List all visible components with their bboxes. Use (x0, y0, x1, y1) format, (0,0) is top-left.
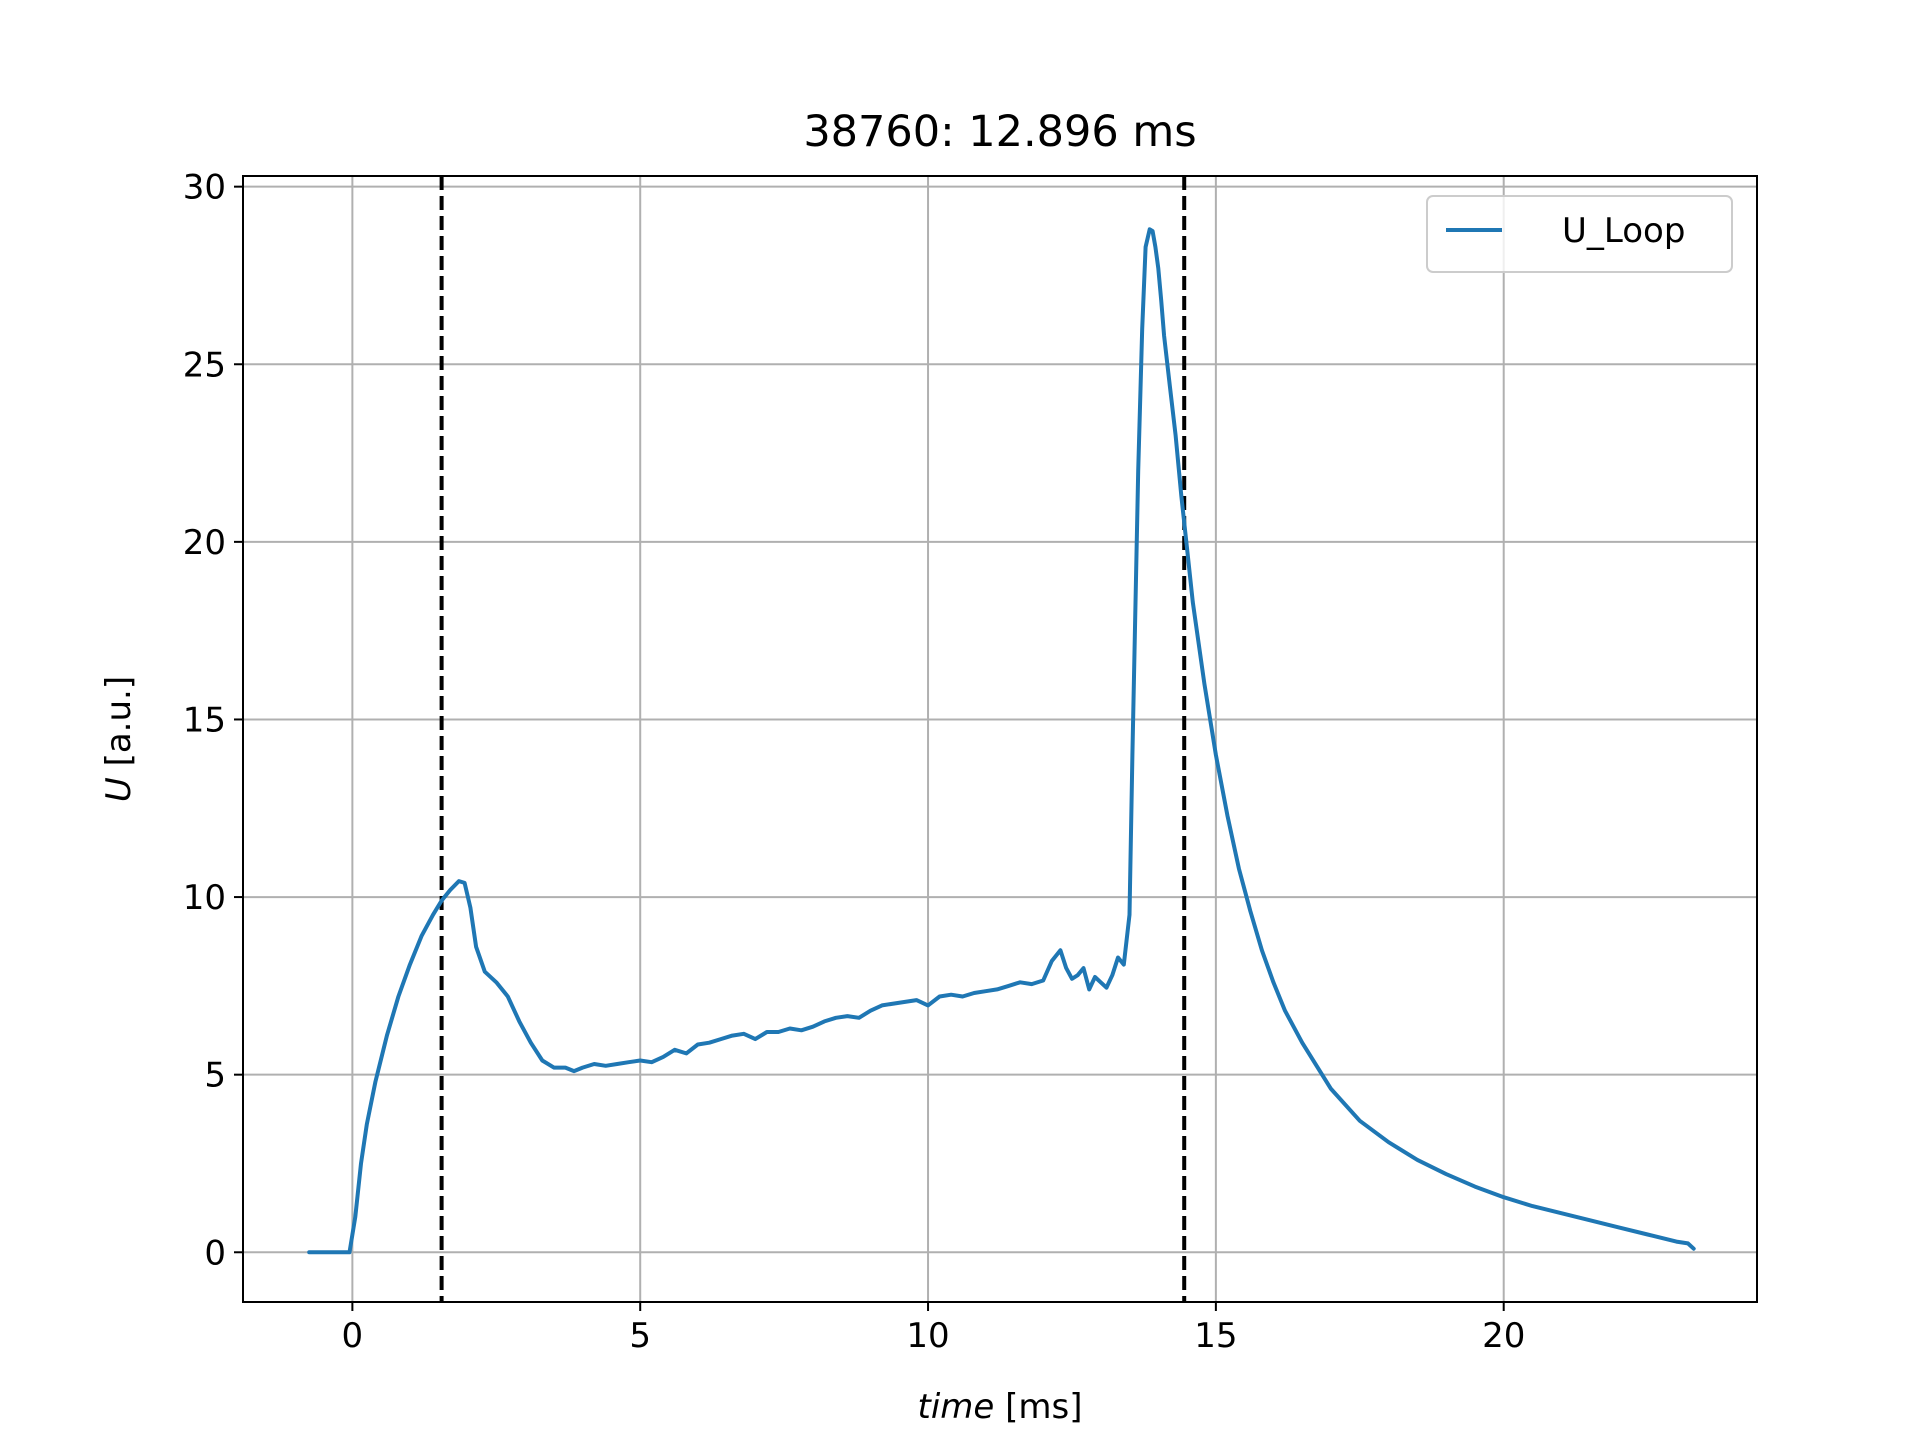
legend-box (1426, 195, 1733, 273)
plot-area (307, 176, 1696, 1302)
x-tick-label-0: 0 (342, 1316, 364, 1356)
y-tick-label-0: 0 (204, 1233, 226, 1273)
x-tick-label-20: 20 (1482, 1316, 1525, 1356)
x-axis-label: time [ms] (918, 1387, 1083, 1427)
legend: U_Loop (1426, 195, 1733, 273)
chart-title: 38760: 12.896 ms (803, 107, 1196, 157)
y-axis-label-unit: [a.u.] (99, 676, 139, 777)
x-tick-label-15: 15 (1194, 1316, 1237, 1356)
x-axis-label-var: time (918, 1387, 995, 1427)
y-tick-label-30: 30 (183, 168, 226, 208)
x-axis-label-unit: [ms] (994, 1387, 1082, 1427)
grid (243, 176, 1757, 1302)
y-tick-label-15: 15 (183, 700, 226, 740)
y-axis-label-var: U (99, 777, 139, 802)
y-tick-label-10: 10 (183, 878, 226, 918)
axes-frame (242, 175, 1758, 1303)
y-tick-label-20: 20 (183, 523, 226, 563)
x-tick-label-5: 5 (629, 1316, 651, 1356)
y-tick-label-5: 5 (204, 1056, 226, 1096)
legend-label-u-loop: U_Loop (1562, 211, 1685, 251)
y-tick-label-25: 25 (183, 345, 226, 385)
y-axis-label: U [a.u.] (99, 676, 139, 802)
ticks: 0 5 10 15 20 0 5 10 15 20 25 30 (183, 168, 1526, 1356)
series-line-u-loop (307, 227, 1696, 1255)
x-tick-label-10: 10 (906, 1316, 949, 1356)
